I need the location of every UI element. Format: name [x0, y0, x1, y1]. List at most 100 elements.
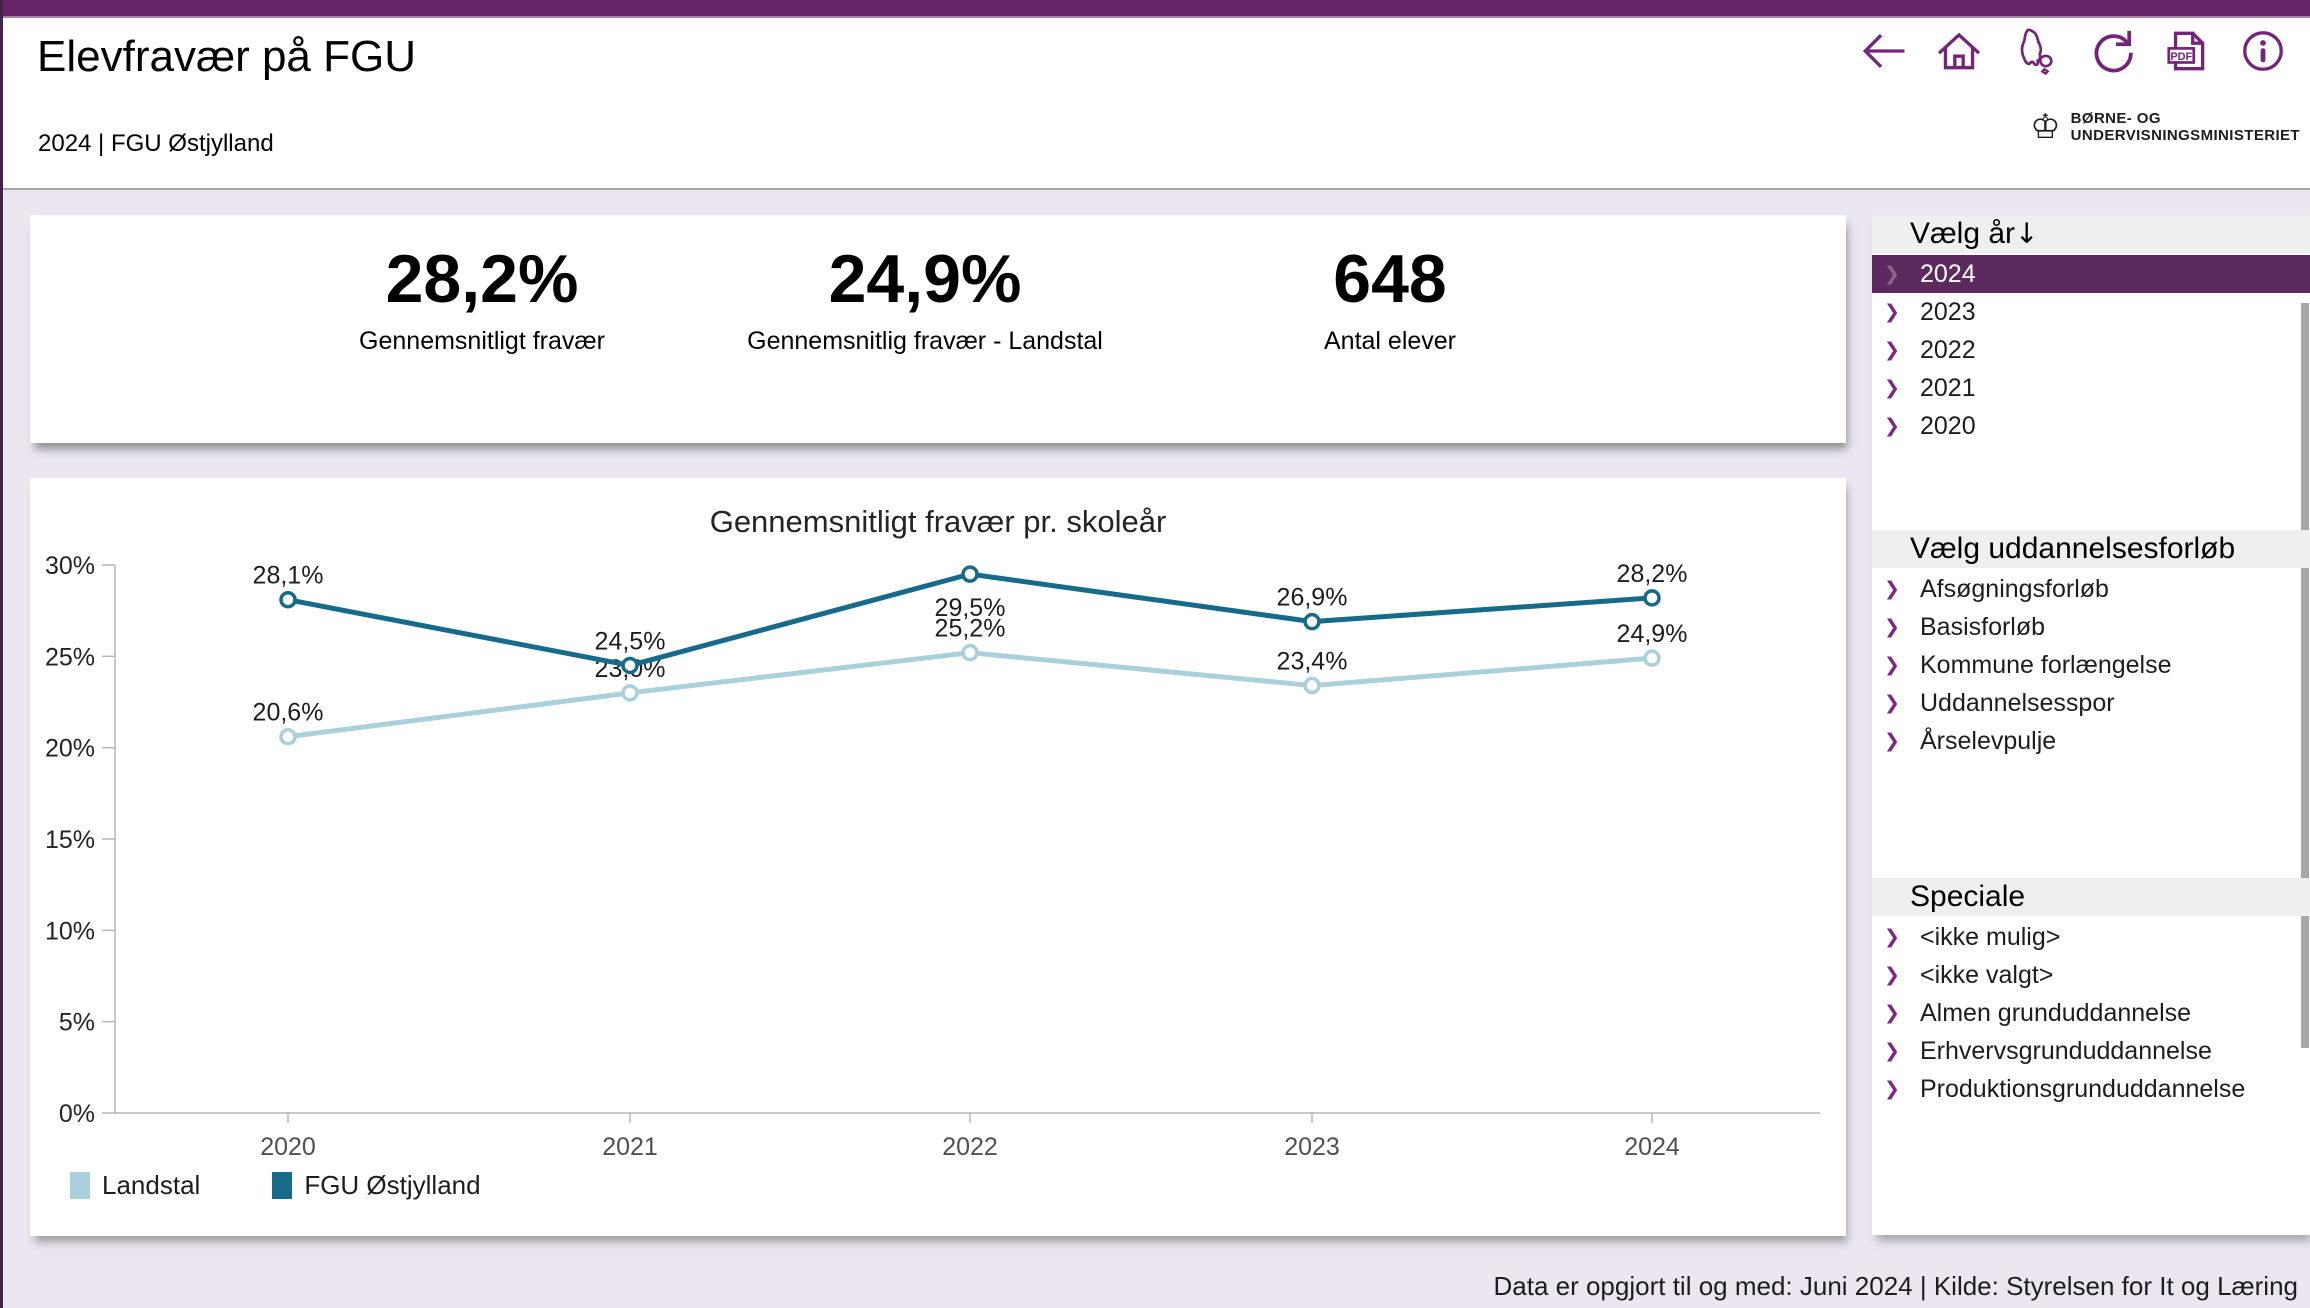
slicer-speciale: Speciale ❯ <ikke mulig> ❯ <ikke valgt> ❯ Almen… — [1872, 878, 2310, 1108]
slicer-vælg-år: Vælg år↓ ❯ 2024 ❯ 2023 ❯ 2022 ❯ 2021 ❯ 2020 — [1872, 215, 2310, 445]
ministry-name-line2: UNDERVISNINGSMINISTERIET — [2070, 127, 2300, 144]
refresh-icon[interactable] — [2086, 26, 2136, 76]
sidebar-item-produktionsgrunduddannelse[interactable]: ❯ Produktionsgrunduddannelse — [1872, 1070, 2310, 1108]
legend-item-fgu-østjylland[interactable]: FGU Østjylland — [272, 1170, 481, 1201]
data-point-landstal-2020[interactable] — [279, 727, 297, 746]
line-chart-canvas[interactable]: 0% 5% 10% 15% 20% 25% 30% 2020 2021 2022 2023 2024 2… — [30, 478, 1846, 1236]
y-tick-label: 0% — [59, 1100, 95, 1128]
report-header: Elevfravær på FGU 2024 | FGU Østjylland … — [0, 18, 2310, 190]
chart-card: Gennemsnitligt fravær pr. skoleår 0% 5% 10… — [30, 478, 1846, 1236]
sidebar-item-erhvervsgrunduddannelse[interactable]: ❯ Erhvervsgrunduddannelse — [1872, 1032, 2310, 1070]
sidebar-item-2024[interactable]: ❯ 2024 — [1872, 255, 2310, 293]
chevron-right-icon: ❯ — [1884, 377, 1900, 399]
sidebar-item-basisforløb[interactable]: ❯ Basisforløb — [1872, 608, 2310, 646]
kpi-value: 648 — [1333, 241, 1447, 317]
slicer-header-vælg-år: Vælg år↓ — [1872, 215, 2310, 253]
data-label: 20,6% — [253, 699, 324, 727]
sidebar-item-ikke-mulig[interactable]: ❯ <ikke mulig> — [1872, 918, 2310, 956]
chevron-right-icon: ❯ — [1884, 263, 1900, 285]
sidebar-item-label: Årselevpulje — [1920, 727, 2057, 755]
data-point-landstal-2022[interactable] — [961, 643, 979, 662]
x-tick-label: 2023 — [1284, 1133, 1340, 1161]
y-tick-label: 5% — [59, 1009, 95, 1037]
legend-label: Landstal — [102, 1170, 201, 1200]
data-point-landstal-2024[interactable] — [1643, 649, 1661, 667]
sidebar-item-label: 2020 — [1920, 412, 1976, 440]
slicer-title: Vælg år — [1910, 217, 2016, 250]
slicer-vælg-uddannelsesforløb: Vælg uddannelsesforløb ❯ Afsøgningsforløb ❯… — [1872, 530, 2310, 760]
sidebar-item-label: Erhvervsgrunduddannelse — [1920, 1037, 2212, 1065]
topbar — [0, 0, 2310, 18]
chevron-right-icon: ❯ — [1884, 1002, 1900, 1024]
data-label: 23,4% — [1277, 648, 1348, 676]
slicer-title: Vælg uddannelsesforløb — [1910, 532, 2236, 565]
x-tick-label: 2024 — [1624, 1133, 1680, 1161]
data-point-fgu-østjylland-2024[interactable] — [1643, 589, 1661, 607]
sidebar-item-label: <ikke valgt> — [1920, 961, 2054, 989]
legend-swatch — [70, 1172, 90, 1199]
kpi-card: 28,2% Gennemsnitligt fravær 24,9% Gennemsni… — [30, 215, 1846, 443]
sidebar-item-2023[interactable]: ❯ 2023 — [1872, 293, 2310, 331]
chevron-right-icon: ❯ — [1884, 692, 1900, 714]
chevron-right-icon: ❯ — [1884, 578, 1900, 600]
slicer-title: Speciale — [1910, 880, 2026, 913]
kpi-antal-elever: 648 Antal elever — [1324, 245, 1456, 356]
back-icon[interactable] — [1858, 26, 1908, 76]
data-point-fgu-østjylland-2020[interactable] — [279, 590, 297, 609]
page-title: Elevfravær på FGU — [37, 32, 416, 81]
x-tick-label: 2021 — [602, 1133, 658, 1161]
sidebar-item-almen-grunduddannelse[interactable]: ❯ Almen grunduddannelse — [1872, 994, 2310, 1032]
data-point-fgu-østjylland-2021[interactable] — [621, 656, 639, 675]
sidebar-item-label: Basisforløb — [1920, 613, 2046, 641]
ministry-logo: ♔ BØRNE- OG UNDERVISNINGSMINISTERIET — [2030, 110, 2300, 144]
data-label: 28,2% — [1617, 560, 1688, 588]
x-tick-label: 2022 — [942, 1133, 998, 1161]
nav-icon-bar: PDF — [1858, 26, 2288, 76]
chevron-right-icon: ❯ — [1884, 415, 1900, 437]
sidebar-item-label: 2022 — [1920, 336, 1976, 364]
chevron-right-icon: ❯ — [1884, 654, 1900, 676]
kpi-value: 28,2% — [385, 241, 579, 317]
sidebar-item-2021[interactable]: ❯ 2021 — [1872, 369, 2310, 407]
home-icon[interactable] — [1934, 26, 1984, 76]
crown-icon: ♔ — [2030, 107, 2061, 147]
series-line-landstal[interactable] — [287, 650, 1653, 740]
sidebar-item-label: 2021 — [1920, 374, 1976, 402]
sidebar-item-label: <ikke mulig> — [1920, 923, 2061, 951]
sidebar-item-ikke-valgt[interactable]: ❯ <ikke valgt> — [1872, 956, 2310, 994]
chevron-right-icon: ❯ — [1884, 1040, 1900, 1062]
chevron-right-icon: ❯ — [1884, 1078, 1900, 1100]
data-point-fgu-østjylland-2023[interactable] — [1303, 612, 1321, 631]
data-point-landstal-2021[interactable] — [621, 684, 639, 702]
chevron-right-icon: ❯ — [1884, 616, 1900, 638]
sidebar-item-uddannelsesspor[interactable]: ❯ Uddannelsesspor — [1872, 684, 2310, 722]
sidebar-item-label: Almen grunduddannelse — [1920, 999, 2192, 1027]
data-point-landstal-2023[interactable] — [1303, 676, 1321, 695]
y-tick-label: 25% — [45, 643, 95, 671]
info-icon[interactable] — [2238, 26, 2288, 76]
kpi-label: Gennemsnitligt fravær — [359, 327, 605, 355]
denmark-map-icon[interactable] — [2010, 26, 2060, 76]
sidebar-item-årselevpulje[interactable]: ❯ Årselevpulje — [1872, 722, 2310, 760]
legend-label: FGU Østjylland — [304, 1170, 481, 1200]
sidebar-item-label: 2023 — [1920, 298, 1976, 326]
ministry-name-line1: BØRNE- OG — [2070, 110, 2161, 127]
sidebar-item-kommune-forlængelse[interactable]: ❯ Kommune forlængelse — [1872, 646, 2310, 684]
sidebar-item-2022[interactable]: ❯ 2022 — [1872, 331, 2310, 369]
y-tick-label: 10% — [45, 917, 95, 945]
data-label: 24,9% — [1617, 620, 1688, 648]
chevron-right-icon: ❯ — [1884, 730, 1900, 752]
sidebar-item-2020[interactable]: ❯ 2020 — [1872, 407, 2310, 445]
sidebar-item-afsøgningsforløb[interactable]: ❯ Afsøgningsforløb — [1872, 570, 2310, 608]
footer: Data er opgjort til og med: Juni 2024 | … — [0, 1235, 2310, 1308]
sidebar-scrollbar-thumb[interactable] — [2301, 303, 2309, 1048]
slicer-header-vælg-uddannelsesforløb: Vælg uddannelsesforløb — [1872, 530, 2310, 568]
data-point-fgu-østjylland-2022[interactable] — [961, 565, 979, 583]
footer-source-text: Data er opgjort til og med: Juni 2024 | … — [1493, 1271, 2298, 1301]
pdf-export-icon[interactable]: PDF — [2162, 26, 2212, 76]
legend-item-landstal[interactable]: Landstal — [70, 1170, 200, 1201]
kpi-gennemsnitlig-fravær-landstal: 24,9% Gennemsnitlig fravær - Landstal — [747, 245, 1103, 356]
x-tick-label: 2020 — [260, 1133, 316, 1161]
sort-descending-icon[interactable]: ↓ — [2015, 217, 2039, 250]
